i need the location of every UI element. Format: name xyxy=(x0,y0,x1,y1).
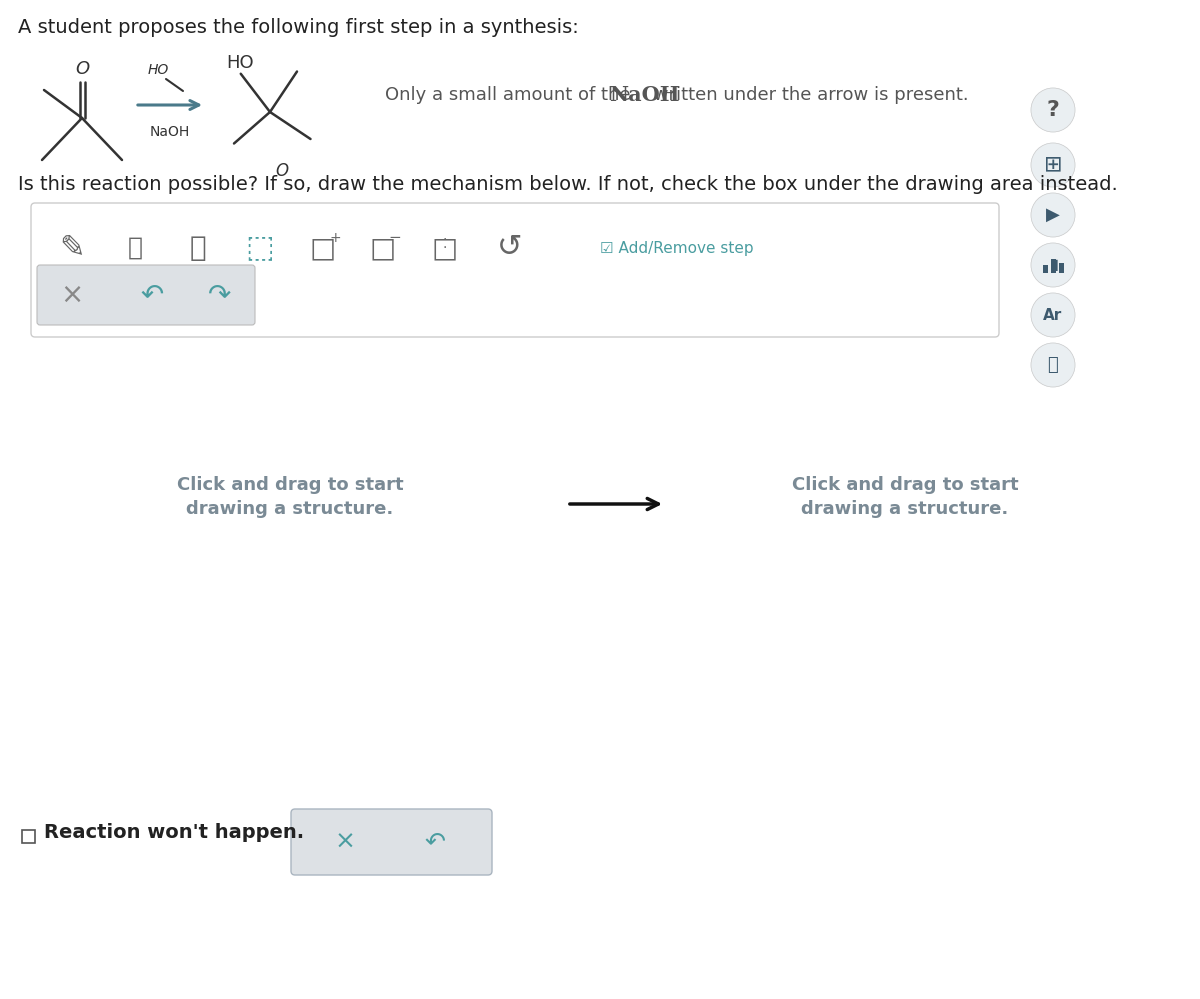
Text: ✋: ✋ xyxy=(190,234,206,262)
Text: ?: ? xyxy=(1046,100,1060,120)
FancyBboxPatch shape xyxy=(31,203,998,337)
Circle shape xyxy=(1031,243,1075,287)
Text: □: □ xyxy=(310,234,336,262)
Text: ↷: ↷ xyxy=(209,281,232,309)
Text: ×: × xyxy=(60,281,84,309)
Text: 📖: 📖 xyxy=(1048,356,1058,374)
Text: written under the arrow is present.: written under the arrow is present. xyxy=(648,86,968,104)
FancyBboxPatch shape xyxy=(292,809,492,875)
Text: Ar: Ar xyxy=(1043,308,1063,323)
Circle shape xyxy=(1031,193,1075,237)
Circle shape xyxy=(1031,88,1075,132)
Text: Only a small amount of the: Only a small amount of the xyxy=(385,86,636,104)
Text: O: O xyxy=(74,60,89,78)
Bar xyxy=(1043,265,1048,273)
Text: ✎: ✎ xyxy=(59,234,85,263)
Text: ↶: ↶ xyxy=(425,830,445,854)
Text: ⊞: ⊞ xyxy=(1044,155,1062,175)
Text: NaOH: NaOH xyxy=(150,125,190,139)
Text: ▶: ▶ xyxy=(1046,206,1060,224)
Text: ▐: ▐ xyxy=(1049,260,1057,271)
FancyBboxPatch shape xyxy=(37,265,256,325)
FancyBboxPatch shape xyxy=(22,830,35,843)
Text: □: □ xyxy=(370,234,396,262)
Text: ↶: ↶ xyxy=(140,281,163,309)
Bar xyxy=(1058,263,1063,273)
Text: A student proposes the following first step in a synthesis:: A student proposes the following first s… xyxy=(18,18,578,37)
Text: ☑ Add/Remove step: ☑ Add/Remove step xyxy=(600,241,754,256)
Text: Click and drag to start
drawing a structure.: Click and drag to start drawing a struct… xyxy=(176,476,403,518)
Text: ↺: ↺ xyxy=(497,234,523,263)
Circle shape xyxy=(1031,343,1075,387)
Text: NaOH: NaOH xyxy=(610,85,679,105)
Text: Reaction won't happen.: Reaction won't happen. xyxy=(44,823,304,842)
Circle shape xyxy=(1031,293,1075,337)
Text: −: − xyxy=(389,231,401,246)
Circle shape xyxy=(1031,143,1075,187)
Text: HO: HO xyxy=(226,54,254,72)
Text: ⬚: ⬚ xyxy=(246,234,275,263)
Text: +: + xyxy=(329,231,341,245)
Bar xyxy=(1050,259,1056,273)
Text: Is this reaction possible? If so, draw the mechanism below. If not, check the bo: Is this reaction possible? If so, draw t… xyxy=(18,175,1117,194)
Text: ⬧: ⬧ xyxy=(127,236,143,260)
Text: ×: × xyxy=(335,830,355,854)
Text: O: O xyxy=(275,162,288,180)
Text: □: □ xyxy=(432,234,458,262)
Text: ⁚: ⁚ xyxy=(443,237,448,251)
Text: HO: HO xyxy=(148,63,169,77)
Text: Click and drag to start
drawing a structure.: Click and drag to start drawing a struct… xyxy=(792,476,1019,518)
